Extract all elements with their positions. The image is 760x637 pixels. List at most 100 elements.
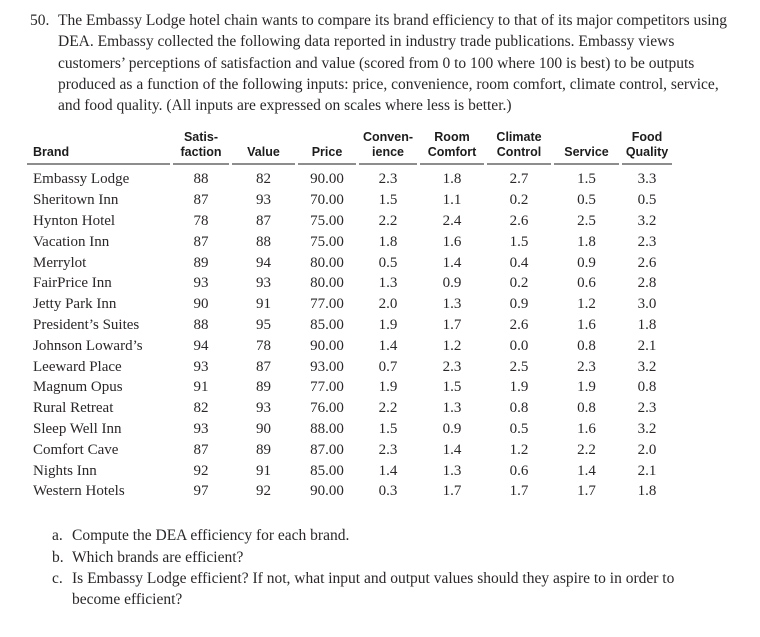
value-cell: 1.9 [378,317,398,334]
value-cell: 91 [193,379,209,396]
column-header-climate-control: Climate Control [487,130,551,166]
value-cell: 0.5 [509,421,529,438]
problem-statement: The Embassy Lodge hotel chain wants to c… [58,12,728,115]
value-cell: 1.4 [442,254,462,271]
value-cell: 1.5 [378,421,398,438]
value-cell: 78 [193,213,209,230]
column-header-satisfaction: Satis- faction [173,130,229,166]
table-body: Embassy Lodge 88 82 90.00 2.3 1.8 2.7 1.5 3.3 She… [27,165,672,502]
brand-cell: Leeward Place [33,358,122,375]
value-cell: 0.9 [509,296,529,313]
value-cell: 85.00 [310,317,344,334]
value-cell: 87.00 [310,441,344,458]
value-cell: 1.7 [442,317,462,334]
value-cell: 93 [256,192,271,209]
value-cell: 89 [193,254,209,271]
value-cell: 0.5 [637,192,657,209]
value-cell: 94 [256,254,271,271]
brand-cell: Sheritown Inn [33,192,119,209]
value-cell: 88 [193,171,209,188]
value-cell: 0.8 [577,337,596,354]
value-cell: 70.00 [310,192,344,209]
value-cell: 1.9 [378,379,398,396]
value-cell: 90 [193,296,209,313]
value-cell: 2.8 [637,275,657,292]
brand-cell: Western Hotels [33,483,125,500]
value-cell: 2.2 [378,400,398,417]
value-cell: 82 [256,171,271,188]
value-cell: 1.3 [378,275,398,292]
question-a: a. Compute the DEA efficiency for each b… [52,525,720,546]
table-header-row: Brand Satis- faction Value Price Conven-… [27,130,672,166]
value-cell: 1.8 [442,171,462,188]
table-row: Johnson Loward’s 94 78 90.00 1.4 1.2 0.0 0.8 2.1 [27,336,672,357]
question-c: c. Is Embassy Lodge efficient? If not, w… [52,568,720,611]
value-cell: 87 [256,213,271,230]
question-b: b. Which brands are efficient? [52,547,720,568]
value-cell: 1.8 [637,483,657,500]
value-cell: 2.3 [637,233,657,250]
question-a-text: Compute the DEA efficiency for each bran… [72,527,350,545]
value-cell: 3.0 [637,296,657,313]
value-cell: 76.00 [310,400,344,417]
value-cell: 1.5 [378,192,398,209]
brand-cell: Vacation Inn [33,233,110,250]
value-cell: 91 [256,462,271,479]
value-cell: 1.3 [442,462,462,479]
column-header-convenience: Conven- ience [359,130,417,166]
value-cell: 88 [256,233,271,250]
value-cell: 2.5 [509,358,529,375]
value-cell: 0.4 [509,254,529,271]
value-cell: 87 [193,233,209,250]
value-cell: 0.8 [577,400,596,417]
value-cell: 0.7 [378,358,398,375]
table-row: Merrylot 89 94 80.00 0.5 1.4 0.4 0.9 2.6 [27,253,672,274]
table-row: Nights Inn 92 91 85.00 1.4 1.3 0.6 1.4 2.1 [27,461,672,482]
table-row: Leeward Place 93 87 93.00 0.7 2.3 2.5 2.3 3.2 [27,357,672,378]
value-cell: 2.4 [442,213,462,230]
question-a-label: a. [52,527,63,545]
value-cell: 1.7 [509,483,529,500]
value-cell: 80.00 [310,275,344,292]
brand-cell: Comfort Cave [33,441,119,458]
value-cell: 75.00 [310,213,344,230]
value-cell: 87 [193,192,209,209]
table-row: President’s Suites 88 95 85.00 1.9 1.7 2.6 1.6 1… [27,315,672,336]
value-cell: 80.00 [310,254,344,271]
value-cell: 93 [256,275,271,292]
value-cell: 0.8 [637,379,657,396]
value-cell: 2.2 [577,441,596,458]
value-cell: 1.7 [442,483,462,500]
table-row: FairPrice Inn 93 93 80.00 1.3 0.9 0.2 0.6 2.8 [27,273,672,294]
value-cell: 0.9 [442,421,462,438]
value-cell: 2.6 [509,317,529,334]
value-cell: 2.3 [577,358,596,375]
value-cell: 1.8 [637,317,657,334]
table-row: Comfort Cave 87 89 87.00 2.3 1.4 1.2 2.2 2.0 [27,440,672,461]
table-row: Hynton Hotel 78 87 75.00 2.2 2.4 2.6 2.5 3.2 [27,211,672,232]
brand-cell: Sleep Well Inn [33,421,122,438]
value-cell: 1.7 [577,483,596,500]
value-cell: 93 [256,400,271,417]
value-cell: 1.2 [509,441,529,458]
value-cell: 77.00 [310,379,344,396]
value-cell: 1.6 [577,317,596,334]
value-cell: 78 [256,337,271,354]
brand-cell: Jetty Park Inn [33,296,117,313]
value-cell: 90.00 [310,337,344,354]
value-cell: 2.5 [577,213,596,230]
value-cell: 2.3 [442,358,462,375]
column-header-price: Price [298,130,356,166]
value-cell: 0.6 [577,275,596,292]
textbook-page: 50. The Embassy Lodge hotel chain wants … [24,12,728,611]
value-cell: 2.2 [378,213,398,230]
brand-cell: Merrylot [33,254,87,271]
value-cell: 2.3 [378,441,398,458]
value-cell: 2.1 [637,462,657,479]
value-cell: 0.0 [509,337,529,354]
value-cell: 1.1 [442,192,462,209]
column-header-value: Value [232,130,295,166]
hotel-data-table: Brand Satis- faction Value Price Conven-… [24,130,675,502]
brand-cell: President’s Suites [33,317,140,334]
value-cell: 2.7 [509,171,529,188]
